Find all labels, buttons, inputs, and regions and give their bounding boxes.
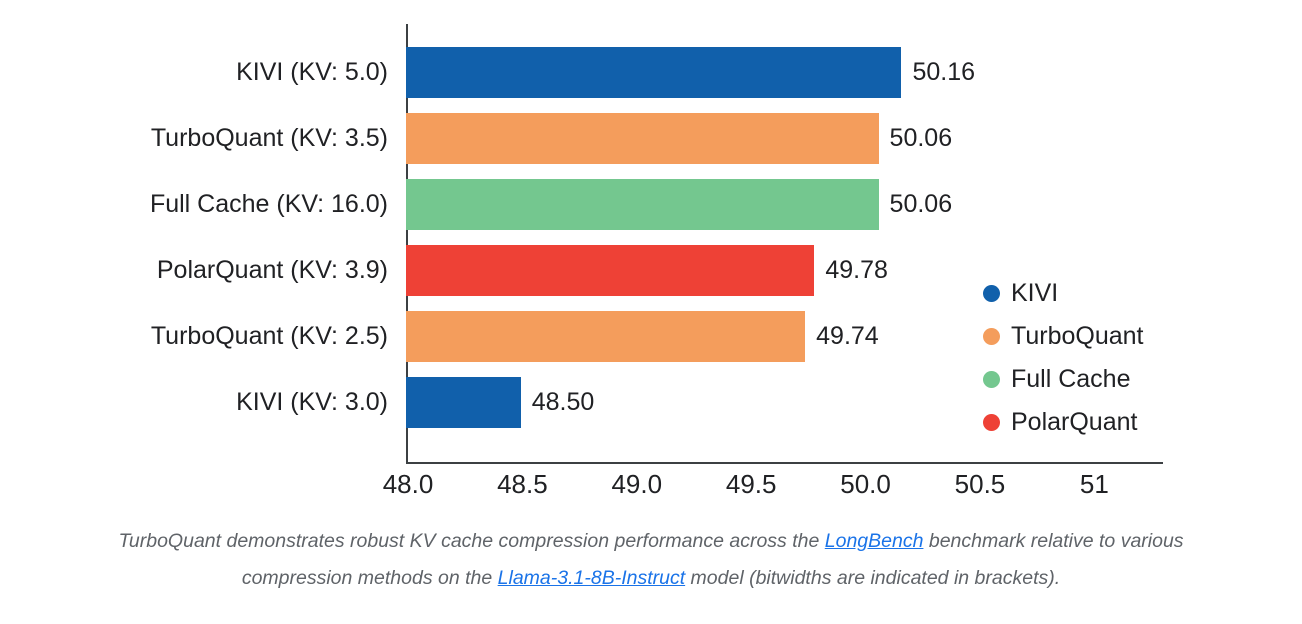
category-label: KIVI (KV: 5.0)	[236, 57, 388, 86]
caption-text: model (bitwidths are indicated in bracke…	[685, 566, 1061, 589]
legend: KIVI TurboQuant Full Cache PolarQuant	[983, 272, 1143, 444]
bar-track: 49.74	[406, 303, 1163, 369]
legend-label: Full Cache	[1011, 365, 1131, 393]
category-label: TurboQuant (KV: 2.5)	[150, 321, 388, 350]
x-tick-label: 48.5	[497, 469, 548, 499]
bar-track: 48.50	[406, 369, 1163, 435]
legend-dot-icon	[983, 328, 1000, 345]
bar-row: KIVI (KV: 5.0) 50.16	[0, 39, 1163, 105]
category-label: PolarQuant (KV: 3.9)	[156, 255, 388, 284]
legend-label: KIVI	[1011, 279, 1059, 307]
bar-row: TurboQuant (KV: 2.5) 49.74	[0, 303, 1163, 369]
bar-turboquant	[406, 310, 806, 362]
value-label: 50.06	[889, 189, 953, 218]
caption-text: TurboQuant demonstrates robust KV cache …	[118, 530, 825, 552]
y-axis-line	[406, 24, 408, 464]
bar-row: Full Cache (KV: 16.0) 50.06	[0, 171, 1163, 237]
value-label: 50.06	[889, 123, 953, 152]
legend-item-kivi: KIVI	[983, 272, 1143, 315]
bar-chart: KIVI (KV: 5.0) 50.16 TurboQuant (KV: 3.5) 5…	[0, 25, 1163, 435]
category-label: KIVI (KV: 3.0)	[236, 387, 388, 416]
legend-dot-icon	[983, 371, 1000, 388]
value-label: 49.78	[825, 255, 888, 284]
legend-item-turboquant: TurboQuant	[983, 315, 1143, 358]
x-tick-label: 51	[1079, 469, 1109, 499]
bar-track: 50.06	[406, 171, 1163, 237]
category-label: TurboQuant (KV: 3.5)	[150, 123, 388, 152]
caption-link[interactable]: Llama-3.1-8B-Instruct	[497, 566, 686, 589]
x-axis-ticks: 48.0 48.5 49.0 49.5 50.0 50.5 51	[383, 469, 1163, 501]
bar-turboquant	[406, 112, 879, 164]
x-tick-label: 50.0	[840, 469, 891, 499]
legend-item-full-cache: Full Cache	[983, 358, 1143, 401]
value-label: 48.50	[531, 387, 595, 416]
legend-label: TurboQuant	[1011, 322, 1144, 350]
category-label: Full Cache (KV: 16.0)	[149, 189, 388, 218]
bar-row: PolarQuant (KV: 3.9) 49.78	[0, 237, 1163, 303]
caption-text: benchmark relative to various compressio…	[241, 530, 1184, 589]
bar-kivi	[406, 376, 521, 428]
x-axis-line	[406, 462, 1163, 464]
legend-item-polarquant: PolarQuant	[983, 401, 1143, 444]
bar-track: 49.78	[406, 237, 1163, 303]
x-tick-label: 49.0	[611, 469, 663, 499]
x-tick-label: 48.0	[382, 469, 434, 499]
value-label: 49.74	[816, 321, 879, 350]
x-tick-label: 50.5	[954, 469, 1006, 499]
caption-link[interactable]: LongBench	[824, 530, 924, 552]
bar-kivi	[406, 46, 902, 98]
bar-track: 50.16	[406, 39, 1163, 105]
legend-dot-icon	[983, 414, 1000, 431]
bar-track: 50.06	[406, 105, 1163, 171]
bar-polarquant	[406, 244, 815, 296]
value-label: 50.16	[912, 57, 976, 86]
caption: TurboQuant demonstrates robust KV cache …	[106, 523, 1196, 596]
bar-full-cache	[406, 178, 879, 230]
x-tick-label: 49.5	[725, 469, 777, 499]
bar-row: KIVI (KV: 3.0) 48.50	[0, 369, 1163, 435]
legend-dot-icon	[983, 285, 1000, 302]
bar-row: TurboQuant (KV: 3.5) 50.06	[0, 105, 1163, 171]
legend-label: PolarQuant	[1011, 408, 1138, 436]
